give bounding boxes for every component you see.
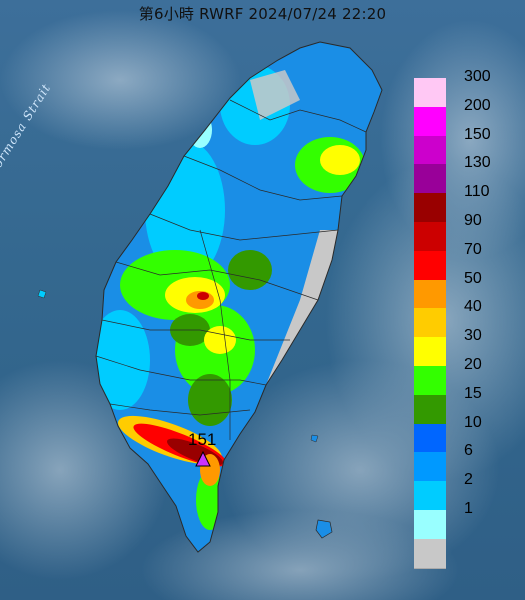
legend-label: 50 — [464, 269, 482, 287]
legend-swatch — [414, 78, 446, 108]
legend-row: 2 — [414, 471, 511, 511]
legend-swatch — [414, 222, 446, 252]
legend-swatch — [414, 423, 446, 454]
legend-row: 30 — [414, 327, 511, 367]
legend-row: 130 — [414, 154, 511, 195]
legend-swatch — [414, 452, 446, 483]
triangle-marker-icon — [195, 450, 211, 467]
county-boundaries — [95, 99, 367, 440]
legend-label: 150 — [464, 125, 491, 143]
legend-swatch — [414, 250, 446, 281]
legend-row: 6 — [414, 442, 511, 483]
legend-label: 40 — [464, 298, 482, 316]
legend-label: 2 — [464, 471, 473, 489]
peak-value-label: 151 — [188, 430, 217, 449]
legend-row: 10 — [414, 414, 511, 454]
legend-label: 130 — [464, 154, 491, 172]
legend-swatch — [414, 106, 446, 137]
legend-row: 150 — [414, 126, 511, 166]
legend-row: 300 — [414, 68, 511, 108]
legend-row: 70 — [414, 241, 511, 281]
legend-swatch — [414, 135, 446, 166]
legend-label: 90 — [464, 212, 482, 229]
legend-row: 200 — [414, 97, 511, 137]
legend-swatch — [414, 279, 446, 310]
legend-label: 110 — [464, 183, 490, 201]
legend-row: 15 — [414, 385, 511, 425]
map-title: 第6小時 RWRF 2024/07/24 22:20 — [138, 5, 387, 23]
legend-label: 20 — [464, 356, 482, 373]
legend-swatch — [414, 193, 446, 223]
legend-swatch — [414, 366, 446, 396]
legend-row: 20 — [414, 356, 511, 396]
outlying-islands — [37, 289, 333, 539]
legend-swatch — [414, 538, 446, 569]
legend-swatch — [414, 394, 446, 425]
legend-row — [414, 538, 511, 569]
legend: 300 200 150 130 110 90 70 50 40 30 20 15 10 6 2 1 — [414, 68, 511, 569]
legend-label: 300 — [464, 68, 491, 85]
legend-label: 6 — [464, 442, 473, 460]
legend-swatch — [414, 164, 446, 195]
legend-swatch — [414, 481, 446, 511]
legend-label: 15 — [464, 384, 482, 402]
legend-label: 1 — [464, 500, 473, 517]
legend-label: 10 — [464, 413, 482, 431]
legend-swatch — [414, 510, 446, 540]
legend-row: 90 — [414, 212, 511, 252]
legend-row: 110 — [414, 183, 511, 223]
legend-row: 40 — [414, 298, 511, 339]
legend-row: 50 — [414, 270, 511, 310]
legend-label: 30 — [464, 327, 482, 345]
legend-swatch — [414, 308, 446, 339]
legend-swatch — [414, 337, 446, 367]
legend-label: 200 — [464, 96, 491, 114]
legend-row: 1 — [414, 500, 511, 540]
legend-label: 70 — [464, 240, 482, 258]
